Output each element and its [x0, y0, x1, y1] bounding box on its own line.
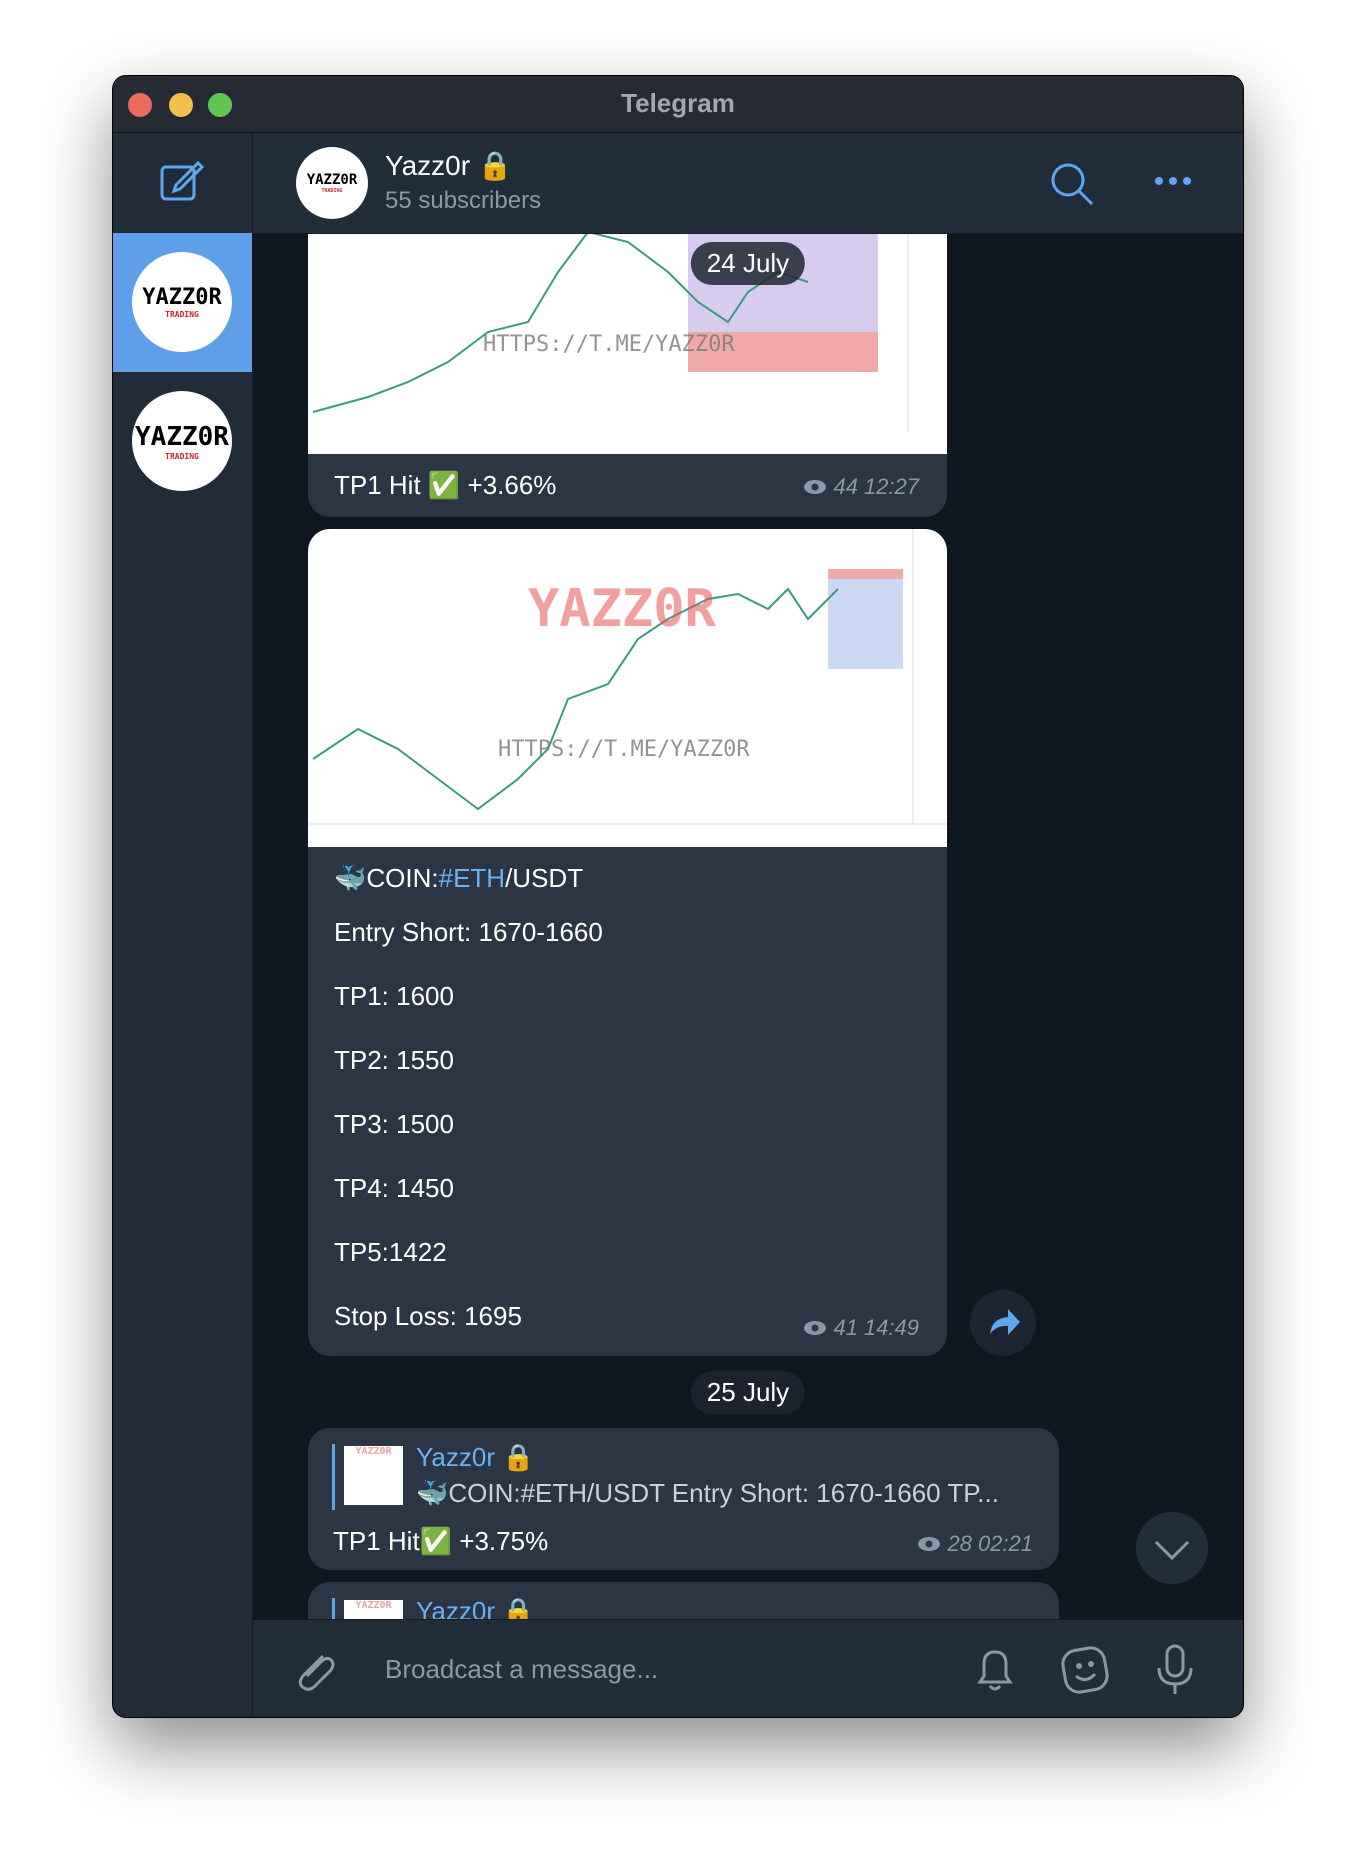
forward-button[interactable]	[970, 1290, 1036, 1356]
reply-thumbnail[interactable]: YAZZ0R	[344, 1446, 403, 1505]
message-bubble: HTTPS://T.ME/YAZZ0R TP1 Hit ✅ +3.66% 44 …	[308, 234, 947, 517]
thumb-logo: YAZZ0R	[355, 1446, 392, 1457]
text-part: 🐳COIN:	[334, 863, 439, 893]
view-count: 28	[947, 1531, 972, 1556]
message-line: TP1: 1600	[334, 981, 454, 1011]
minimize-button[interactable]	[169, 93, 193, 117]
image-watermark: HTTPS://T.ME/YAZZ0R	[498, 737, 750, 762]
scroll-down-button[interactable]	[1136, 1512, 1208, 1584]
image-watermark: HTTPS://T.ME/YAZZ0R	[483, 332, 735, 357]
view-count: 41	[833, 1315, 858, 1340]
avatar-logo: YAZZ0R	[142, 285, 222, 310]
views-icon	[804, 480, 827, 494]
message-time: 14:49	[863, 1315, 919, 1340]
channel-avatar[interactable]: YAZZ0R TRADING	[296, 147, 368, 219]
message-time: 02:21	[977, 1531, 1033, 1556]
chat-avatar: YAZZ0R TRADING	[132, 252, 232, 352]
image-watermark-logo: YAZZ0R	[528, 579, 716, 639]
message-meta: 44 12:27	[803, 474, 919, 500]
reply-author[interactable]: Yazz0r 🔒	[416, 1442, 535, 1472]
avatar-tagline: TRADING	[321, 188, 343, 194]
message-input[interactable]: Broadcast a message...	[385, 1654, 659, 1684]
chart-drawing	[312, 234, 909, 432]
message-bubble: YAZZ0R HTTPS://T.ME/YAZZ0R 🐳COIN:#ETH/US…	[308, 529, 947, 1356]
text-part: /USDT	[505, 863, 584, 893]
views-icon	[918, 1537, 941, 1551]
message-title: 🐳COIN:#ETH/USDT	[334, 863, 583, 894]
message-line: Entry Short: 1670-1660	[334, 917, 603, 947]
message-meta: 41 14:49	[803, 1315, 919, 1341]
chart-drawing	[308, 529, 947, 825]
message-bubble: YAZZ0R Yazz0r 🔒	[308, 1582, 1059, 1619]
title-bar: Telegram	[113, 76, 1243, 133]
avatar-tagline: TRADING	[165, 451, 199, 461]
chart-image[interactable]: YAZZ0R HTTPS://T.ME/YAZZ0R	[308, 529, 947, 847]
window-title: Telegram	[621, 88, 735, 118]
chat-header: YAZZ0R TRADING Yazz0r 🔒 55 subscribers	[253, 133, 1243, 234]
chat-avatar[interactable]: YAZZ0R TRADING	[132, 391, 232, 491]
reply-text: 🐳COIN:#ETH/USDT Entry Short: 1670-1660 T…	[416, 1478, 999, 1508]
avatar-tagline: TRADING	[165, 310, 199, 319]
message-line: TP4: 1450	[334, 1173, 454, 1203]
telegram-window: Telegram YAZZ0R TRADING YAZZ0R TRADING Y…	[112, 75, 1244, 1718]
message-line: TP5:1422	[334, 1237, 447, 1267]
voice-button[interactable]	[1151, 1642, 1199, 1696]
close-button[interactable]	[128, 93, 152, 117]
avatar-logo: YAZZ0R	[306, 172, 358, 188]
message-bubble: YAZZ0R Yazz0r 🔒 🐳COIN:#ETH/USDT Entry Sh…	[308, 1428, 1059, 1570]
avatar-logo: YAZZ0R	[135, 421, 229, 452]
composer-bar: Broadcast a message...	[253, 1619, 1243, 1717]
date-pill: 24 July	[690, 242, 806, 285]
channel-name[interactable]: Yazz0r 🔒	[385, 150, 513, 181]
message-text: TP1 Hit ✅ +3.66%	[334, 470, 557, 500]
reply-bar	[332, 1598, 335, 1619]
chat-list: YAZZ0R TRADING YAZZ0R TRADING	[113, 133, 253, 1717]
mute-button[interactable]	[970, 1644, 1020, 1694]
compose-icon[interactable]	[158, 157, 206, 205]
reply-thumbnail[interactable]: YAZZ0R	[344, 1600, 403, 1619]
chart-image[interactable]: HTTPS://T.ME/YAZZ0R	[308, 234, 947, 454]
views-icon	[804, 1321, 827, 1335]
reply-bar	[332, 1444, 335, 1510]
view-count: 44	[833, 474, 858, 499]
message-list: HTTPS://T.ME/YAZZ0R TP1 Hit ✅ +3.66% 44 …	[253, 234, 1243, 1619]
thumb-logo: YAZZ0R	[355, 1600, 392, 1611]
search-icon[interactable]	[1049, 161, 1095, 207]
attach-button[interactable]	[289, 1644, 339, 1694]
reply-author[interactable]: Yazz0r 🔒	[416, 1596, 535, 1619]
message-meta: 28 02:21	[917, 1531, 1033, 1557]
message-line: TP3: 1500	[334, 1109, 454, 1139]
subscriber-count: 55 subscribers	[385, 187, 542, 214]
date-pill: 25 July	[690, 1371, 806, 1414]
message-time: 12:27	[863, 474, 919, 499]
sticker-button[interactable]	[1059, 1644, 1111, 1696]
message-text: TP1 Hit✅ +3.75%	[333, 1526, 549, 1556]
selected-chat[interactable]: YAZZ0R TRADING	[113, 233, 252, 372]
hashtag[interactable]: #ETH	[438, 863, 506, 893]
message-line: TP2: 1550	[334, 1045, 454, 1075]
message-line: Stop Loss: 1695	[334, 1301, 522, 1331]
zoom-button[interactable]	[208, 93, 232, 117]
more-menu[interactable]	[1153, 171, 1193, 191]
